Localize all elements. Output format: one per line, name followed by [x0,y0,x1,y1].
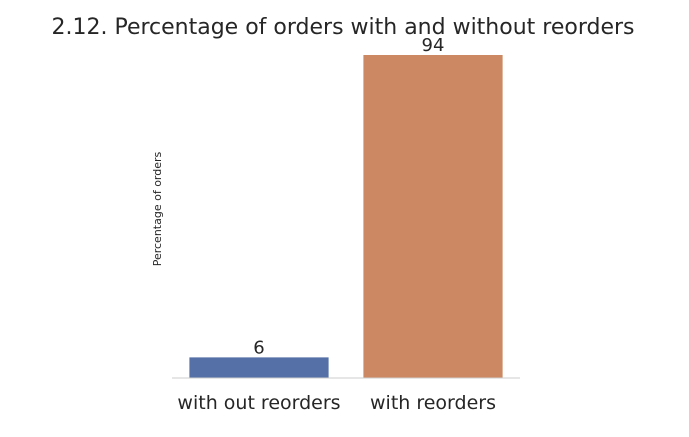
labels-group: 6 with out reorders 94 with reorders [177,35,496,414]
bar-1 [189,357,329,378]
x-tick-label-2: with reorders [370,392,496,414]
bars-group [189,55,503,378]
x-tick-label-1: with out reorders [177,392,340,414]
data-label-2: 94 [422,35,445,56]
chart-title: 2.12. Percentage of orders with and with… [51,15,634,40]
bar-2 [363,55,503,378]
y-axis-label: Percentage of orders [151,151,164,266]
data-label-1: 6 [253,337,264,358]
